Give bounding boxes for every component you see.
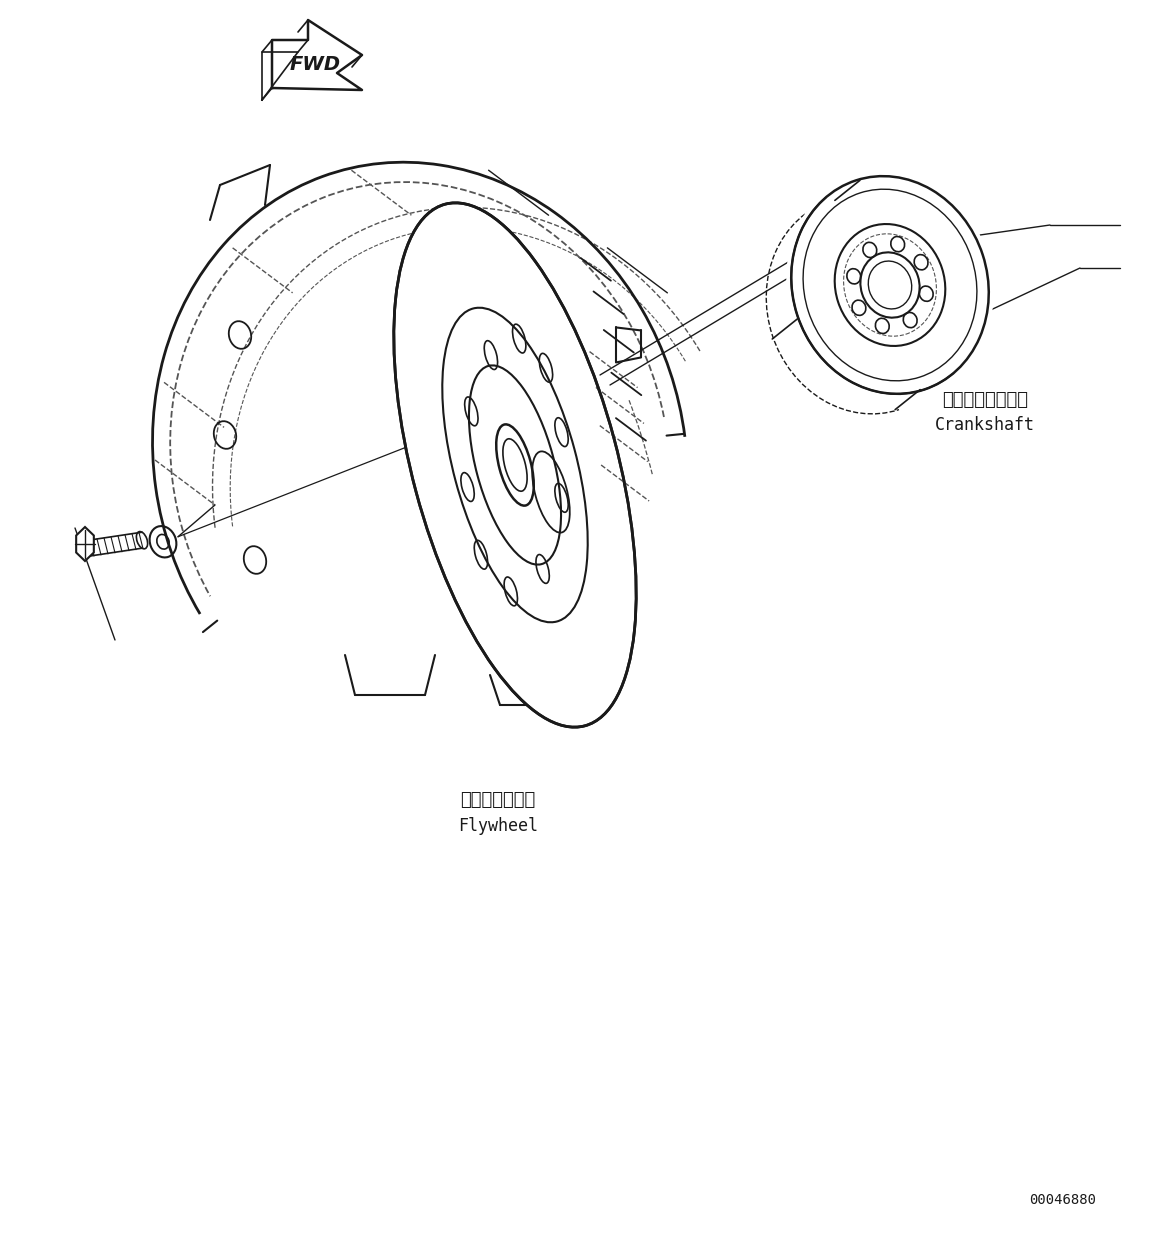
Ellipse shape	[394, 203, 636, 727]
Text: Flywheel: Flywheel	[458, 816, 538, 835]
Text: Crankshaft: Crankshaft	[935, 416, 1035, 434]
Text: フライホイール: フライホイール	[461, 790, 536, 809]
Text: クランクシャフト: クランクシャフト	[942, 391, 1028, 409]
Text: FWD: FWD	[290, 56, 341, 74]
Polygon shape	[76, 527, 94, 562]
Text: 00046880: 00046880	[1029, 1192, 1097, 1207]
Ellipse shape	[786, 171, 993, 398]
